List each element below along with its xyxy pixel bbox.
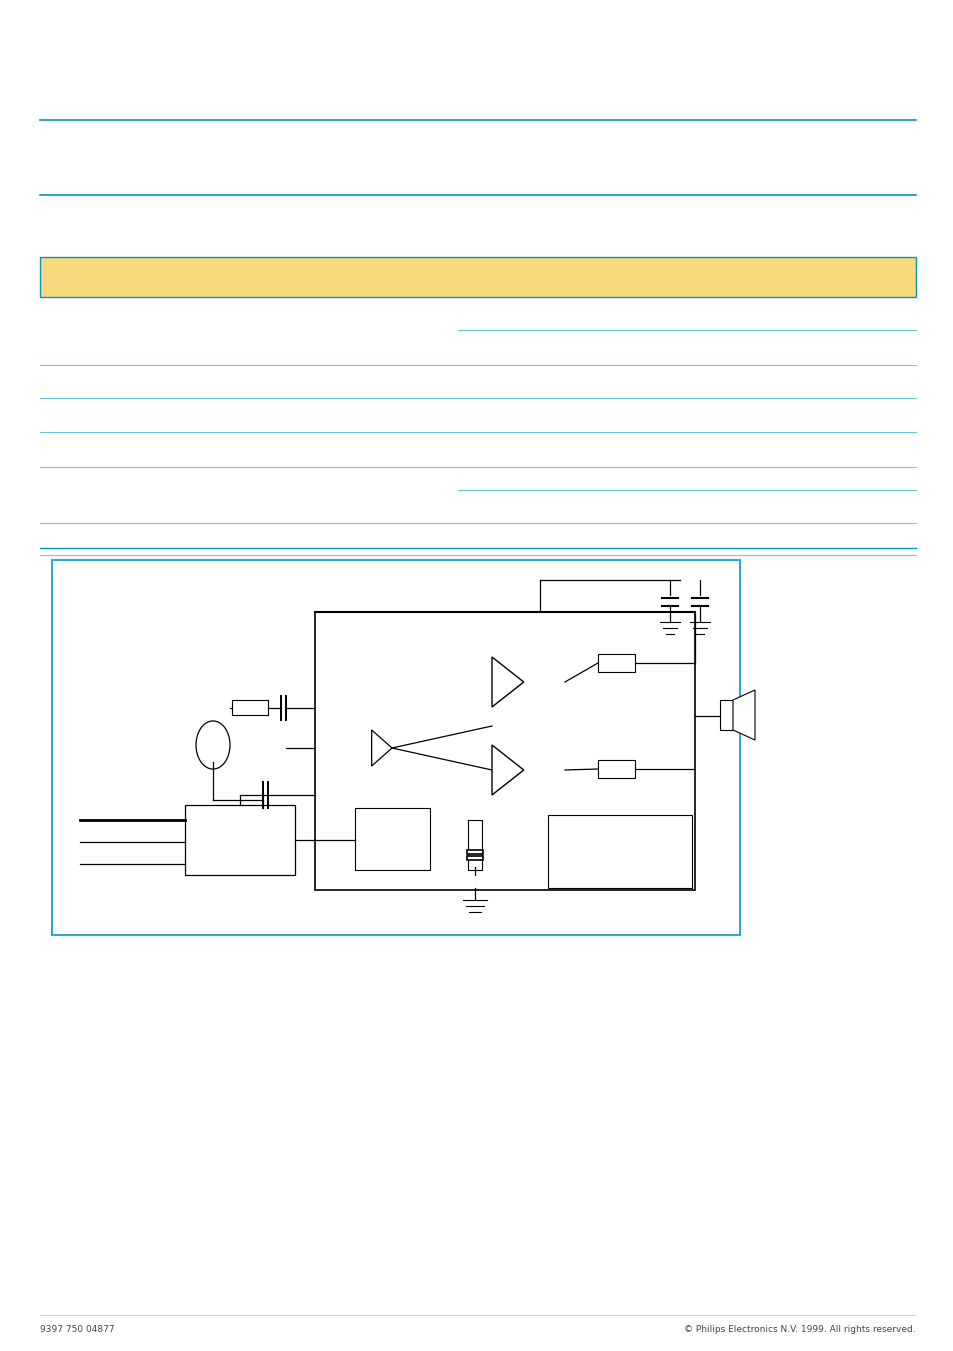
Polygon shape — [372, 730, 392, 766]
Bar — [467, 850, 482, 854]
Polygon shape — [732, 690, 754, 740]
Bar — [468, 820, 481, 870]
Bar — [314, 612, 695, 890]
Polygon shape — [492, 744, 523, 794]
Bar — [547, 815, 691, 888]
Bar — [598, 654, 635, 671]
Polygon shape — [492, 657, 523, 707]
Text: 9397 750 04877: 9397 750 04877 — [40, 1325, 114, 1335]
Bar — [232, 700, 268, 715]
Circle shape — [195, 721, 230, 769]
Bar — [355, 808, 430, 870]
Bar — [185, 805, 294, 875]
Bar — [598, 761, 635, 778]
Bar — [40, 257, 915, 297]
Bar — [720, 700, 732, 730]
Text: © Philips Electronics N.V. 1999. All rights reserved.: © Philips Electronics N.V. 1999. All rig… — [683, 1325, 915, 1335]
Bar — [467, 857, 482, 861]
Bar — [52, 561, 740, 935]
